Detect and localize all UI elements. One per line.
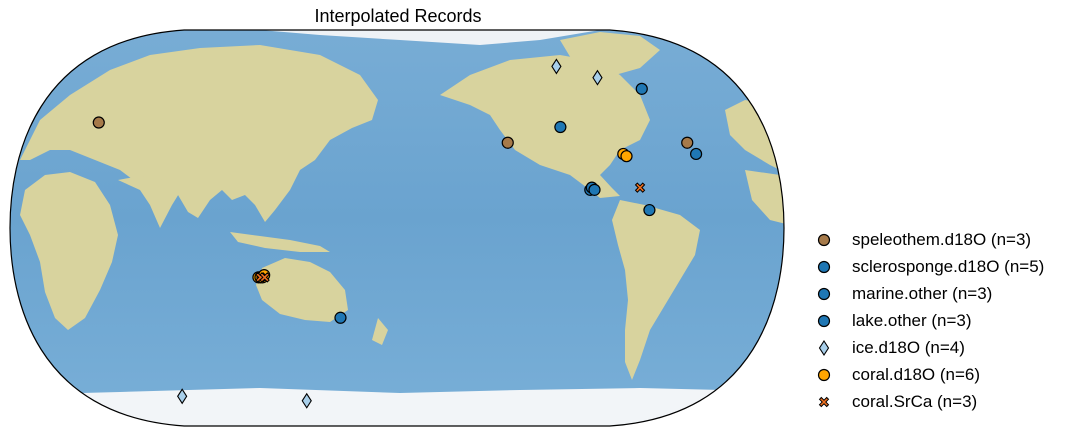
legend-label: coral.d18O (n=6) (852, 364, 981, 384)
legend-marker-lake (817, 314, 831, 327)
legend-item-ice: ice.d18O (n=4) (812, 334, 1044, 361)
coral-record-marker (620, 150, 633, 163)
land-north-america (440, 55, 650, 198)
arctic-ice (200, 30, 620, 45)
speleothem-record-marker (92, 116, 105, 129)
lake-record-marker (554, 120, 567, 134)
ice-record-marker (177, 388, 188, 405)
coralsrca-record-marker (259, 272, 270, 283)
legend-label: lake.other (n=3) (852, 310, 972, 330)
land-india (118, 176, 180, 228)
map-title: Interpolated Records (314, 6, 482, 26)
land-australia (256, 258, 348, 322)
world-map (9, 29, 785, 427)
sclerosponge-record-marker (588, 183, 601, 196)
land-south-america (612, 200, 700, 380)
legend-label: coral.SrCa (n=3) (852, 391, 978, 411)
legend-label: marine.other (n=3) (852, 283, 993, 303)
land-indonesia (230, 232, 330, 252)
land-antarctica (10, 388, 784, 426)
ice-record-marker (301, 392, 312, 409)
speleothem-record-marker (681, 136, 694, 149)
legend-item-sclerosponge: sclerosponge.d18O (n=5) (812, 253, 1044, 280)
land-eurasia (20, 45, 378, 222)
map-boundary (9, 29, 785, 427)
marine-record-marker (690, 147, 703, 161)
legend-symbol-coral (817, 368, 831, 381)
legend-item-coral: coral.d18O (n=6) (812, 361, 1044, 388)
legend-marker-marine (817, 287, 831, 300)
legend-marker-sclerosponge (817, 260, 831, 273)
legend-marker-ice (818, 339, 830, 356)
coralsrca-record-marker (634, 182, 646, 193)
land-greenland (560, 32, 660, 75)
legend-item-speleothem: speleothem.d18O (n=3) (812, 226, 1044, 253)
legend-symbol-ice (818, 339, 830, 356)
marine-record-marker (334, 311, 347, 324)
legend-symbol-marine (817, 287, 831, 300)
speleothem-record-marker (501, 136, 514, 149)
legend-marker-coral (817, 368, 831, 381)
ice-record-marker (592, 69, 603, 86)
marine-record-marker (635, 82, 648, 95)
legend-symbol-sclerosponge (817, 260, 831, 273)
legend-label: sclerosponge.d18O (n=5) (852, 256, 1045, 276)
record-markers (92, 58, 703, 409)
land-newzealand (372, 318, 388, 345)
legend-label: speleothem.d18O (n=3) (852, 229, 1032, 249)
legend-label: ice.d18O (n=4) (852, 337, 965, 357)
land-africa (20, 172, 118, 330)
legend-symbol-coralsrca (818, 396, 830, 407)
sclerosponge-record-marker (643, 203, 656, 217)
legend-marker-speleothem (817, 233, 831, 246)
legend-marker-coralsrca (818, 396, 830, 407)
legend-item-marine: marine.other (n=3) (812, 280, 1044, 307)
legend-item-coralsrca: coral.SrCa (n=3) (812, 388, 1044, 415)
legend-item-lake: lake.other (n=3) (812, 307, 1044, 334)
legend-symbol-lake (817, 314, 831, 327)
legend: speleothem.d18O (n=3) sclerosponge.d18O (… (812, 226, 1044, 415)
ice-record-marker (551, 58, 562, 75)
legend-symbol-speleothem (817, 233, 831, 246)
